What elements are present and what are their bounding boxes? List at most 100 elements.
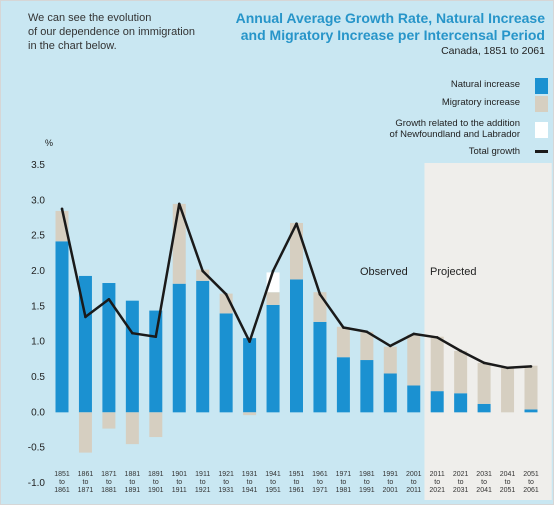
x-tick-label: 1861	[78, 471, 94, 478]
x-tick-label: 1921	[218, 471, 234, 478]
bar-natural-increase	[78, 275, 92, 413]
bar-natural-increase	[149, 310, 163, 413]
x-tick-label: 1951	[265, 487, 281, 494]
x-tick-label: 2031	[453, 487, 469, 494]
bar-natural-increase	[243, 338, 257, 413]
bar-natural-increase	[360, 360, 374, 413]
x-tick-label: to	[59, 479, 65, 486]
legend-item-newfoundland: Growth related to the addition of Newfou…	[248, 118, 548, 144]
y-tick-label: -1.0	[28, 478, 46, 489]
bar-migratory-increase	[149, 412, 163, 438]
x-tick-label: 1891	[148, 471, 164, 478]
bar-migratory-increase	[477, 362, 491, 404]
x-tick-label: 2021	[453, 471, 469, 478]
x-tick-label: 2001	[383, 487, 399, 494]
x-tick-label: to	[411, 479, 417, 486]
x-tick-label: to	[528, 479, 534, 486]
y-tick-label: 0.5	[31, 372, 45, 383]
bar-migratory-increase	[102, 412, 116, 429]
x-tick-label: to	[129, 479, 135, 486]
total-growth-point	[131, 331, 134, 335]
x-tick-label: 1951	[289, 471, 305, 478]
legend-swatch-total	[535, 150, 548, 153]
x-tick-label: to	[294, 479, 300, 486]
x-tick-label: to	[387, 479, 393, 486]
x-tick-label: 2011	[406, 487, 421, 494]
legend-swatch-migratory	[535, 96, 548, 112]
x-tick-label: 1921	[195, 487, 211, 494]
y-tick-label: 2.0	[31, 266, 45, 277]
total-growth-point	[271, 269, 275, 273]
bar-natural-increase	[55, 241, 69, 413]
total-growth-point	[84, 315, 87, 319]
x-tick-label: to	[434, 479, 440, 486]
legend-label-newfoundland-line-2: of Newfoundland and Labrador	[389, 129, 520, 140]
bar-natural-increase	[196, 280, 210, 413]
total-growth-point	[459, 349, 462, 353]
x-tick-label: 1991	[383, 471, 399, 478]
x-tick-label: to	[247, 479, 253, 486]
bar-migratory-increase	[360, 331, 374, 361]
total-growth-point	[60, 207, 64, 211]
legend-item-migratory: Migratory increase	[248, 96, 548, 112]
total-growth-point	[295, 222, 298, 225]
total-growth-point	[482, 361, 486, 365]
x-tick-label: to	[200, 479, 206, 486]
legend-item-total: Total growth	[248, 146, 548, 158]
legend-swatch-newfoundland	[535, 122, 548, 138]
bar-natural-increase	[313, 321, 327, 413]
bar-migratory-increase	[243, 412, 257, 416]
y-tick-label: 1.0	[31, 337, 45, 348]
bar-migratory-increase	[407, 334, 421, 386]
x-tick-label: to	[340, 479, 346, 486]
bar-natural-increase	[336, 357, 350, 413]
bar-natural-increase	[477, 403, 491, 413]
total-growth-point	[342, 326, 345, 329]
x-tick-label: 1901	[148, 487, 164, 494]
bar-natural-increase	[172, 283, 186, 413]
total-growth-point	[248, 340, 251, 343]
chart-subtitle: Canada, 1851 to 2061	[441, 45, 545, 57]
bar-natural-increase	[524, 409, 538, 413]
total-growth-point	[435, 336, 439, 339]
bar-migratory-increase	[383, 346, 397, 374]
bar-migratory-increase	[266, 292, 280, 305]
y-tick-label: 3.5	[31, 160, 45, 171]
chart-title: Annual Average Growth Rate, Natural Incr…	[215, 10, 545, 44]
chart-title-line-1: Annual Average Growth Rate, Natural Incr…	[235, 10, 545, 26]
x-tick-label: 1931	[218, 487, 234, 494]
intro-line-2: of our dependence on immigration	[28, 26, 195, 38]
bar-migratory-increase	[125, 412, 139, 445]
observed-label: Observed	[360, 266, 408, 278]
bar-migratory-increase	[313, 292, 327, 322]
bar-natural-increase	[383, 373, 397, 413]
bar-natural-increase	[407, 385, 421, 413]
total-growth-point	[365, 330, 369, 334]
x-tick-label: 1941	[265, 471, 281, 478]
y-tick-label: -0.5	[28, 443, 46, 454]
total-growth-point	[154, 335, 158, 339]
bar-natural-increase	[290, 279, 303, 413]
legend-label-newfoundland-line-1: Growth related to the addition	[395, 118, 520, 129]
x-tick-label: 1941	[242, 487, 258, 494]
x-tick-label: to	[458, 479, 464, 486]
bar-migratory-increase	[196, 269, 210, 281]
y-tick-label: 1.5	[31, 301, 45, 312]
bar-migratory-increase	[501, 367, 515, 413]
x-tick-label: to	[505, 479, 511, 486]
bar-migratory-increase	[430, 336, 444, 392]
bar-natural-increase	[266, 304, 280, 413]
x-tick-label: to	[317, 479, 323, 486]
bar-migratory-increase	[336, 326, 350, 358]
x-tick-label: to	[83, 479, 89, 486]
x-tick-label: 1901	[171, 471, 187, 478]
chart-title-line-2: and Migratory Increase per Intercensal P…	[240, 27, 545, 43]
x-tick-label: 1971	[336, 471, 352, 478]
x-tick-label: 1881	[125, 471, 141, 478]
x-tick-label: 1961	[289, 487, 305, 494]
bar-natural-increase	[430, 391, 444, 413]
x-tick-label: 2021	[429, 487, 445, 494]
y-tick-label: 2.5	[31, 231, 45, 242]
legend-swatch-natural	[535, 78, 548, 94]
x-tick-label: to	[270, 479, 276, 486]
